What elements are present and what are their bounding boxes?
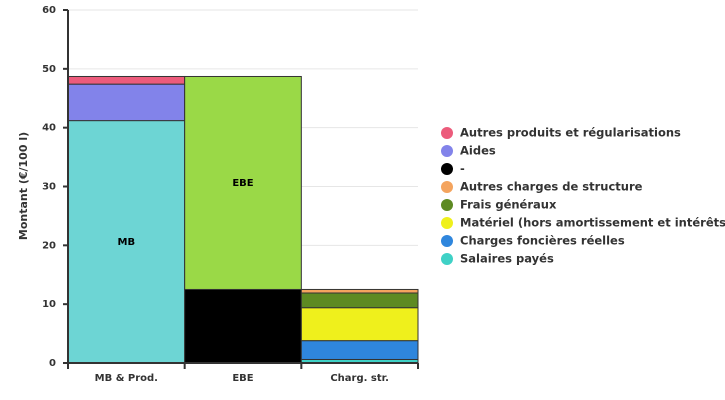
y-tick-label: 10: [42, 299, 56, 310]
bar-segment: [300, 307, 419, 342]
legend-label: Autres produits et régularisations: [460, 126, 681, 140]
y-axis-label: Montant (€/100 l): [17, 132, 30, 240]
bar-segment: [300, 340, 419, 360]
legend-marker: [441, 145, 453, 157]
bar-segment: [300, 288, 419, 294]
legend-label: Salaires payés: [460, 252, 554, 266]
bar-segment: [300, 292, 419, 309]
segment-label: MB: [118, 237, 136, 248]
legend-marker: [441, 127, 453, 139]
legend-label: Charges foncières réelles: [460, 234, 625, 248]
x-tick-label: Charg. str.: [330, 373, 389, 384]
legend-marker: [441, 199, 453, 211]
y-tick-label: 0: [49, 358, 56, 369]
bar-segment: [67, 75, 186, 85]
legend-label: -: [460, 162, 465, 176]
y-tick-label: 60: [42, 5, 56, 16]
bar-segment: [67, 83, 186, 122]
x-tick-label: MB & Prod.: [95, 373, 158, 384]
legend-label: Aides: [460, 144, 496, 158]
legend-marker: [441, 163, 453, 175]
legend-marker: [441, 217, 453, 229]
y-tick-label: 30: [42, 182, 56, 193]
legend-marker: [441, 253, 453, 265]
y-tick-label: 50: [42, 64, 56, 75]
legend-label: Frais généraux: [460, 198, 557, 212]
x-tick-label: EBE: [232, 373, 253, 384]
y-tick-label: 20: [42, 240, 56, 251]
legend-label: Matériel (hors amortissement et intérêts…: [460, 216, 725, 230]
bar-segment: [184, 75, 302, 290]
y-tick-label: 40: [42, 123, 56, 134]
legend-marker: [441, 235, 453, 247]
legend-label: Autres charges de structure: [460, 180, 643, 194]
legend-marker: [441, 181, 453, 193]
segment-label: EBE: [232, 178, 253, 189]
bar-segment: [184, 288, 302, 364]
